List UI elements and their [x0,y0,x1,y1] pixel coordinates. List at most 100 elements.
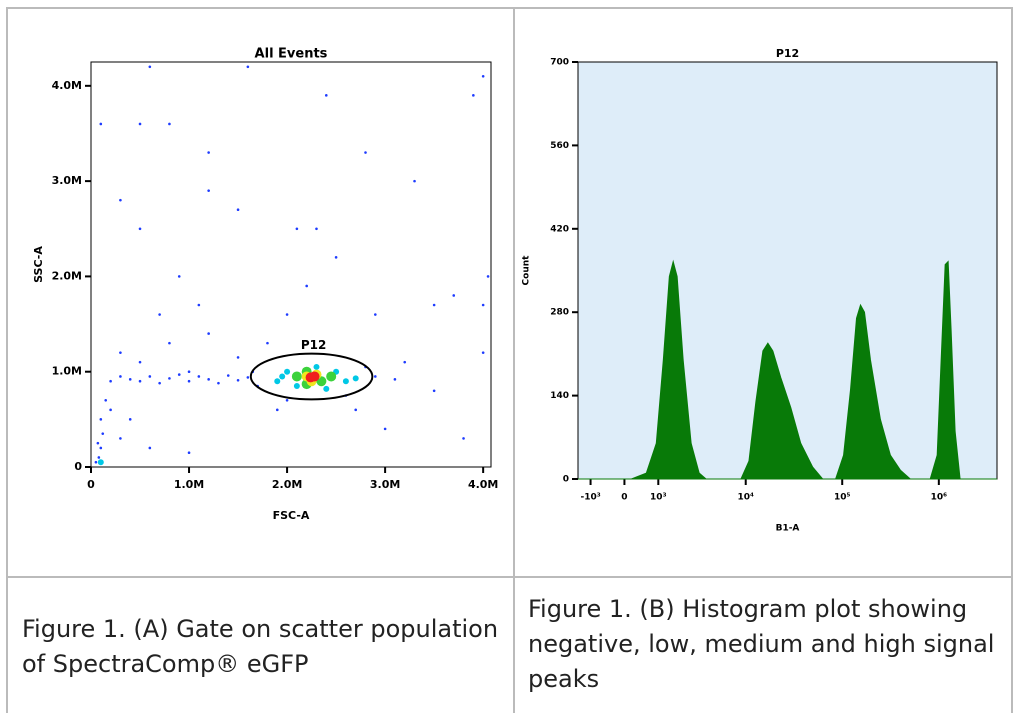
scatter-point [168,122,171,126]
scatter-point [128,378,132,381]
scatter-point [187,451,191,455]
scatter-point [324,94,328,97]
scatter-point [158,381,161,385]
scatter-point [472,94,475,97]
scatter-point [236,208,240,212]
y-tick-label: 140 [550,391,569,401]
y-tick-label: 3.0M [52,174,82,187]
scatter-point [138,227,142,231]
scatter-point [96,441,100,445]
scatter-point [432,389,436,393]
x-tick-label: 3.0M [370,478,400,491]
x-axis-label: B1-A [776,524,800,534]
scatter-point [148,446,152,450]
scatter-point [284,368,291,375]
scatter-point [97,459,104,466]
scatter-point [481,351,485,354]
scatter-point [138,122,142,126]
scatter-point [393,378,397,381]
scatter-point [119,437,122,440]
scatter-point [334,256,338,259]
chart-title: P12 [776,47,799,60]
x-tick-label: 10³ [650,493,667,503]
scatter-point [246,376,250,379]
scatter-point [481,74,485,78]
scatter-point [97,456,101,459]
scatter-point [119,198,122,202]
scatter-point [236,356,240,359]
scatter-point [207,378,210,381]
scatter-point [354,408,358,412]
scatter-point [187,370,191,374]
scatter-point [197,303,201,307]
y-tick-label: 700 [550,58,569,68]
x-tick-label: 0 [621,493,627,503]
scatter-point [109,408,112,412]
scatter-point [275,408,279,412]
scatter-point [374,375,377,378]
scatter-point [291,371,302,382]
scatter-point [94,460,98,464]
scatter-point [481,303,485,307]
y-axis-label: SSC-A [32,246,45,283]
scatter-point [383,427,387,431]
scatter-point [364,151,367,154]
scatter-point [109,379,112,383]
scatter-point [148,375,152,378]
scatter-point [374,313,377,316]
scatter-point [403,360,407,364]
scatter-point [313,363,320,370]
scatter-point [323,385,330,392]
histogram-area [578,259,997,480]
gate-label: P12 [301,338,327,352]
y-tick-label: 420 [550,224,569,234]
scatter-point [99,122,103,126]
y-tick-label: 0 [74,460,82,473]
scatter-point [279,373,286,380]
scatter-point [168,341,171,345]
scatter-point [217,381,220,385]
x-tick-label: 10⁴ [737,493,754,503]
scatter-point [305,284,308,288]
chart-title: All Events [255,47,328,62]
scatter-point [274,378,281,385]
x-tick-label: 1.0M [174,478,204,491]
scatter-point [246,65,250,69]
x-tick-label: 0 [87,478,95,491]
scatter-point [128,418,132,421]
scatter-point [326,371,337,382]
y-tick-label: 1.0M [52,365,82,378]
scatter-point [285,313,289,316]
scatter-point [101,432,105,435]
x-tick-label: -10³ [580,493,600,503]
scatter-point [138,360,142,364]
y-tick-label: 560 [550,141,569,151]
scatter-point [168,377,171,380]
y-tick-label: 280 [550,308,569,318]
scatter-point [148,65,152,69]
scatter-point [413,179,416,183]
y-axis-label: Count [522,255,532,286]
x-tick-label: 10⁶ [931,493,948,503]
scatter-point [197,375,201,378]
scatter-point [99,446,103,450]
caption: Figure 1. (A) Gate on scatter population… [22,615,499,678]
scatter-point [486,275,490,278]
scatter-point [315,227,318,231]
x-axis-label: FSC-A [273,509,310,522]
caption: Figure 1. (B) Histogram plot showing neg… [528,595,995,693]
scatter-point [158,313,161,316]
x-tick-label: 10⁵ [834,493,851,503]
scatter-point [266,341,269,345]
scatter-point [342,378,349,385]
scatter-point [104,398,108,402]
y-tick-label: 4.0M [52,79,82,92]
gate [249,352,374,401]
y-tick-label: 2.0M [52,269,82,282]
scatter-point [285,398,289,402]
x-tick-label: 4.0M [468,478,498,491]
scatter-point [452,294,456,297]
scatter-point [432,303,436,307]
